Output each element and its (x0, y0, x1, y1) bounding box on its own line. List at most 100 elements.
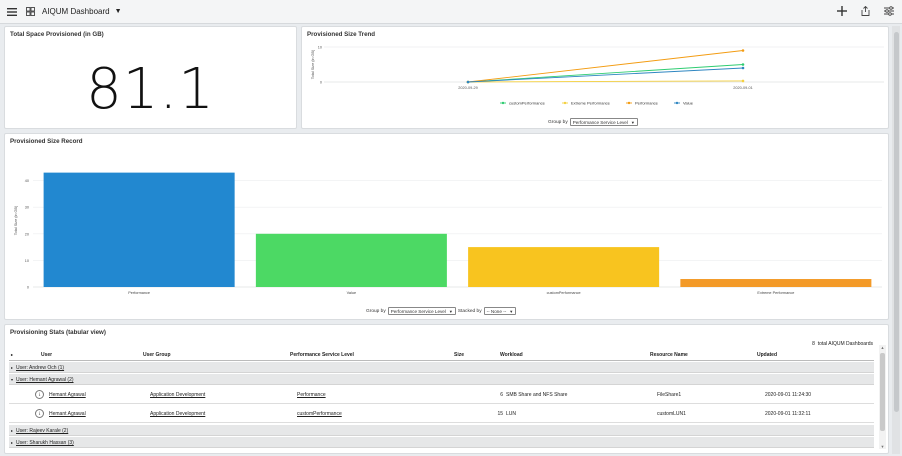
column-header-psl[interactable]: Performance Service Level (290, 352, 354, 358)
column-header-user[interactable]: User (41, 352, 53, 358)
record-stacked-by-select[interactable]: -- None -- ▼ (483, 307, 517, 315)
y-axis-label: Total Size (in GB) (311, 49, 315, 79)
series-line (467, 64, 744, 83)
data-point (466, 80, 470, 84)
dashboard-title: AIQUM Dashboard (42, 7, 110, 16)
data-point (741, 63, 745, 66)
panel-title: Provisioned Size Trend (307, 31, 376, 38)
y-tick-label: 10 (25, 259, 29, 263)
y-tick-label: 30 (25, 206, 29, 210)
cell-user[interactable]: Hemant Agrawal (49, 392, 86, 398)
bar (255, 233, 447, 287)
legend-marker (563, 101, 567, 105)
cell-resource: customLUN1 (657, 411, 686, 417)
cell-updated: 2020-09-01 11:32:11 (765, 411, 811, 417)
legend-label: customPerformance (509, 101, 546, 106)
expand-icon: ▸ (11, 365, 14, 370)
expand-all-icon[interactable]: ▸ (11, 352, 14, 357)
bar (468, 247, 660, 287)
x-tick-label: 2020-09-29 (458, 86, 477, 90)
y-tick-label: 10 (318, 46, 322, 50)
table-group-row[interactable]: ▾ User: Hemant Agrawal (2) (9, 374, 874, 385)
top-bar: AIQUM Dashboard ▼ (0, 0, 902, 24)
info-icon[interactable]: i (35, 390, 44, 399)
record-group-by-select[interactable]: Performance Service Level ▼ (387, 307, 456, 315)
scrollbar-thumb[interactable] (894, 32, 899, 412)
chevron-down-icon: ▼ (509, 308, 514, 314)
y-tick-label: 0 (320, 81, 322, 85)
legend-label: Value (683, 101, 694, 106)
hamburger-icon[interactable] (3, 3, 21, 21)
panel-title: Total Space Provisioned (in GB) (10, 31, 104, 38)
table-row: i Hemant Agrawal Application Development… (9, 405, 874, 423)
x-tick-label: 2020-09-01 (733, 86, 752, 90)
group-by-label: Group by (548, 119, 568, 125)
record-bar-chart: 0 10 20 30 40 Total Size (in GB) Performance Va… (14, 172, 882, 295)
y-tick-label: 0 (27, 286, 29, 290)
series-line (467, 50, 744, 83)
x-tick-label: Performance (128, 291, 150, 295)
group-by-value: Performance Service Level (572, 119, 628, 125)
y-axis-label: Total Size (in GB) (14, 205, 18, 235)
x-tick-label: customPerformance (547, 291, 581, 295)
table-scrollbar[interactable]: ▲ ▼ (879, 345, 886, 449)
record-count: 8 total AIQUM Dashboards (812, 341, 873, 347)
panel-title: Provisioned Size Record (10, 138, 83, 145)
cell-user[interactable]: Hemant Agrawal (49, 411, 86, 417)
group-by-value: Performance Service Level (390, 308, 446, 314)
table-group-row[interactable]: ▸ User: Rajeev Karale (2) (9, 425, 874, 436)
table-group-row[interactable]: ▸ User: Andrew Och (1) (9, 362, 874, 373)
column-header-user-group[interactable]: User Group (143, 352, 171, 358)
group-label: User: Rajeev Karale (2) (16, 428, 69, 434)
column-header-workload[interactable]: Workload (500, 352, 523, 358)
cell-size: 6 (500, 392, 503, 398)
y-tick-label: 20 (25, 232, 29, 236)
scrollbar-thumb[interactable] (880, 353, 885, 431)
cell-size: 15 (497, 411, 503, 417)
y-tick-label: 40 (25, 179, 29, 183)
group-by-label: Group by (366, 308, 386, 314)
group-label: User: Sharukh Hassan (3) (16, 440, 74, 446)
info-icon[interactable]: i (35, 409, 44, 418)
legend-marker (675, 101, 679, 105)
table-group-row[interactable]: ▸ User: Sharukh Hassan (3) (9, 437, 874, 448)
chevron-down-icon: ▼ (448, 308, 453, 314)
column-header-size[interactable]: Size (454, 352, 465, 358)
stacked-by-label: Stacked by (457, 308, 482, 314)
record-count-number: 8 (812, 341, 815, 347)
total-space-panel: Total Space Provisioned (in GB) 81.1 (4, 26, 297, 129)
legend-label: Performance (635, 101, 659, 106)
cell-resource: FileShare1 (657, 392, 682, 398)
chevron-down-icon[interactable]: ▼ (114, 8, 122, 15)
cell-workload: LUN (506, 411, 517, 417)
record-count-text: total AIQUM Dashboards (817, 341, 873, 347)
data-point (741, 79, 745, 83)
x-tick-label: Value (347, 291, 356, 295)
plus-icon[interactable] (837, 3, 847, 21)
column-header-updated[interactable]: Updated (757, 352, 777, 358)
table-header: ▸ User User Group Performance Service Le… (9, 349, 874, 361)
column-header-resource[interactable]: Resource Name (650, 352, 688, 358)
data-point (741, 66, 745, 70)
scroll-up-icon[interactable]: ▲ (880, 345, 885, 350)
expand-icon: ▸ (11, 440, 14, 445)
settings-sliders-icon[interactable] (884, 3, 894, 21)
data-point (741, 49, 745, 52)
x-tick-label: Extreme Performance (757, 291, 794, 295)
group-label: User: Andrew Och (1) (16, 365, 65, 371)
cell-psl[interactable]: Performance (297, 392, 326, 398)
share-icon[interactable] (861, 3, 870, 21)
cell-user-group[interactable]: Application Development (150, 392, 206, 398)
stacked-by-value: -- None -- (486, 308, 507, 314)
scroll-down-icon[interactable]: ▼ (880, 444, 885, 449)
cell-psl[interactable]: customPerformance (297, 411, 342, 417)
cell-user-group[interactable]: Application Development (150, 411, 206, 417)
page-scrollbar[interactable] (892, 26, 900, 454)
series-line (467, 80, 744, 83)
cell-updated: 2020-09-01 11:24:30 (765, 392, 812, 398)
dashboard-grid-icon (21, 3, 39, 21)
trend-group-by-select[interactable]: Performance Service Level ▼ (569, 118, 638, 126)
cell-workload: SMB Share and NFS Share (506, 392, 568, 398)
stats-panel: Provisioning Stats (tabular view) 8 tota… (4, 324, 889, 454)
